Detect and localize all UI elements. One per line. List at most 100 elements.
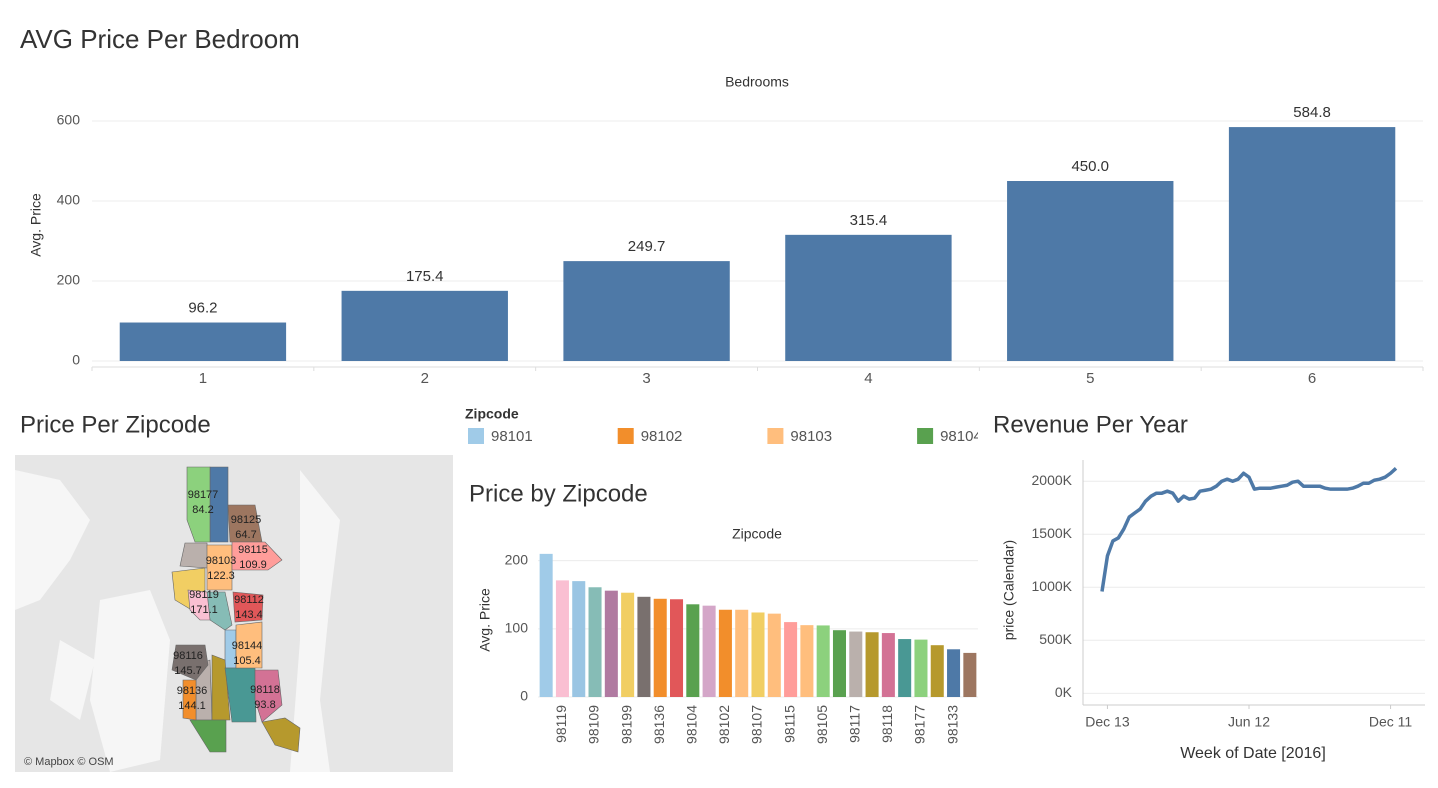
bar bbox=[604, 590, 618, 697]
value-label: 175.4 bbox=[406, 268, 444, 285]
bar bbox=[702, 605, 716, 697]
zip-area bbox=[189, 719, 227, 753]
x-tick-label: 4 bbox=[864, 370, 872, 387]
x-tick-label: Jun 12 bbox=[1228, 714, 1270, 730]
x-tick-label: 98133 bbox=[944, 705, 960, 744]
bar bbox=[930, 645, 944, 697]
bar bbox=[767, 613, 781, 697]
bar bbox=[963, 652, 977, 697]
bar bbox=[785, 234, 952, 361]
zip-region bbox=[235, 621, 263, 669]
x-tick-label: 98177 bbox=[912, 705, 928, 744]
legend-label: 98104 bbox=[940, 428, 982, 445]
x-axis-title: Zipcode bbox=[732, 526, 782, 542]
zip-region bbox=[182, 679, 197, 721]
y-tick-label: 200 bbox=[57, 272, 81, 288]
region-name: 98119 bbox=[189, 589, 219, 601]
x-tick-label: 98102 bbox=[716, 705, 732, 744]
legend-label: 98101 bbox=[491, 428, 533, 445]
x-tick-label: Dec 11 bbox=[1369, 714, 1413, 730]
bar bbox=[914, 639, 928, 697]
water bbox=[90, 590, 170, 772]
legend: 98101 98102 98103 98104 bbox=[468, 428, 982, 445]
region-name: 98116 bbox=[173, 650, 203, 662]
y-tick-label: 2000K bbox=[1032, 472, 1073, 488]
chart-title: Price Per Zipcode bbox=[20, 411, 211, 438]
bar bbox=[751, 612, 765, 697]
bar bbox=[898, 639, 912, 697]
bar bbox=[947, 649, 961, 697]
x-tick-label: 98104 bbox=[684, 705, 700, 744]
bar bbox=[686, 604, 700, 697]
value-label: 249.7 bbox=[628, 238, 666, 255]
y-axis-title: price (Calendar) bbox=[1001, 540, 1017, 640]
legend-title: Zipcode bbox=[465, 406, 519, 422]
region-value: 143.4 bbox=[235, 609, 263, 621]
bar bbox=[119, 322, 287, 361]
x-tick-label: 2 bbox=[421, 370, 429, 387]
zip-region bbox=[187, 589, 211, 621]
region-value: 93.8 bbox=[254, 699, 275, 711]
zip-region bbox=[231, 541, 283, 571]
bar bbox=[784, 622, 798, 697]
x-tick-label: 98117 bbox=[846, 705, 862, 743]
bar bbox=[621, 592, 635, 697]
legend-swatch bbox=[617, 428, 634, 444]
zip-region bbox=[171, 644, 209, 681]
x-tick-label: 98115 bbox=[781, 705, 797, 743]
x-tick-label: 98199 bbox=[618, 705, 634, 744]
region-value: 145.7 bbox=[174, 665, 202, 677]
value-label: 584.8 bbox=[1293, 104, 1331, 121]
bar bbox=[718, 609, 732, 697]
x-tick-label: 98119 bbox=[553, 705, 569, 743]
water bbox=[15, 470, 90, 610]
region-value: 64.7 bbox=[235, 529, 256, 541]
x-tick-label: 98107 bbox=[749, 705, 765, 744]
bar bbox=[563, 261, 730, 361]
region-value: 105.4 bbox=[233, 655, 261, 667]
zip-region bbox=[206, 544, 233, 591]
x-axis-title: Bedrooms bbox=[725, 74, 789, 90]
legend-swatch bbox=[468, 428, 484, 444]
y-tick-label: 100 bbox=[505, 620, 529, 636]
region-value: 84.2 bbox=[192, 504, 213, 516]
zip-area bbox=[179, 542, 209, 569]
y-tick-label: 500K bbox=[1039, 631, 1072, 647]
region-value: 122.3 bbox=[207, 570, 235, 582]
y-tick-label: 0K bbox=[1055, 684, 1073, 700]
bar bbox=[849, 631, 863, 697]
x-tick-label: 98105 bbox=[814, 705, 830, 744]
value-label: 315.4 bbox=[850, 212, 888, 229]
region-name: 98112 bbox=[234, 594, 264, 606]
value-label: 96.2 bbox=[188, 299, 217, 316]
bar bbox=[341, 290, 508, 361]
bar bbox=[865, 632, 879, 697]
x-tick-label: 98109 bbox=[586, 705, 602, 744]
bar bbox=[1007, 181, 1174, 361]
y-axis-title: Avg. Price bbox=[28, 193, 44, 257]
region-value: 144.1 bbox=[178, 700, 206, 712]
region-name: 98136 bbox=[177, 685, 208, 697]
chart-title: Revenue Per Year bbox=[993, 411, 1188, 438]
x-tick-label: 6 bbox=[1308, 370, 1316, 387]
x-tick-label: Dec 13 bbox=[1085, 714, 1130, 730]
y-tick-label: 600 bbox=[57, 112, 81, 128]
bar bbox=[1228, 127, 1396, 361]
legend-swatch bbox=[767, 428, 784, 444]
legend-label: 98103 bbox=[790, 428, 832, 445]
bar bbox=[572, 581, 586, 697]
attribution: © Mapbox © OSM bbox=[24, 756, 114, 768]
x-tick-label: 98136 bbox=[651, 705, 667, 744]
region-name: 98144 bbox=[232, 640, 263, 652]
y-tick-label: 400 bbox=[57, 192, 81, 208]
bar bbox=[539, 553, 553, 697]
x-tick-label: 3 bbox=[642, 370, 650, 387]
legend-swatch bbox=[917, 428, 934, 444]
y-tick-label: 0 bbox=[72, 352, 80, 368]
zip-region bbox=[232, 591, 264, 623]
bar bbox=[800, 625, 814, 697]
bar bbox=[653, 598, 667, 697]
y-tick-label: 1000K bbox=[1032, 578, 1073, 594]
x-tick-label: 5 bbox=[1086, 370, 1094, 387]
